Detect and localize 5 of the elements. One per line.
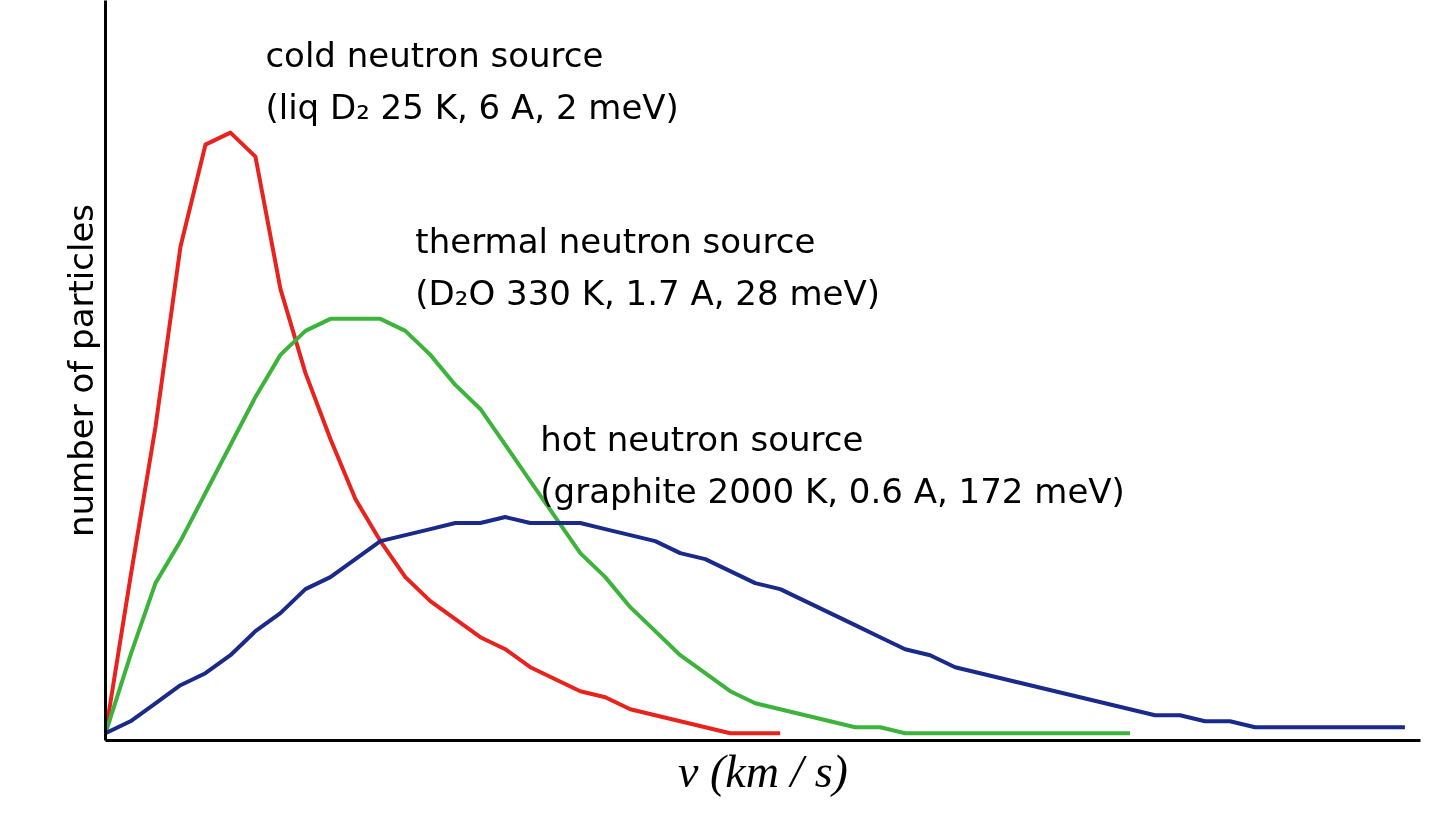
y-axis-title: number of particles — [60, 203, 101, 538]
series-label: cold neutron source (liq D₂ 25 K, 6 A, 2 meV) — [265, 34, 679, 127]
x-axis-title: v (km / s) — [678, 745, 848, 797]
series-label: hot neutron source (graphite 2000 K, 0.6 A, 172 meV) — [540, 419, 1125, 512]
series-label: thermal neutron source (D₂O 330 K, 1.7 A, 28 meV) — [415, 220, 881, 313]
